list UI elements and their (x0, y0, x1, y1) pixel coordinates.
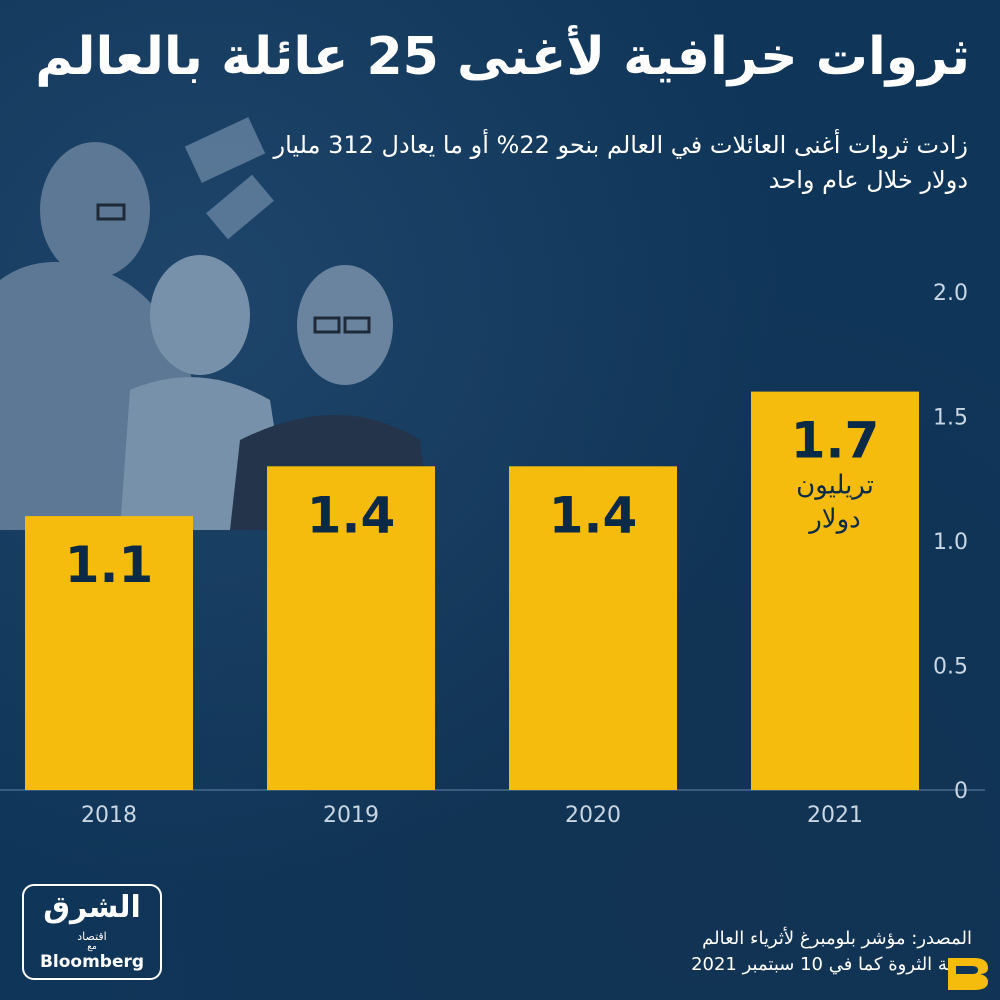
corner-logo-icon (948, 958, 988, 990)
logo-main-text: الشرق (43, 890, 141, 925)
x-tick-label: 2021 (807, 803, 863, 828)
bar (25, 516, 193, 790)
source-line-2: قيمة الثروة كما في 10 سبتمبر 2021 (691, 954, 972, 976)
bar-value-label: 1.1 (65, 536, 154, 594)
y-tick-label: 1.5 (933, 406, 968, 431)
chart-title: ثروات خرافية لأغنى 25 عائلة بالعالم (35, 27, 970, 87)
bar-value-label: 1.4 (307, 486, 396, 544)
bar (751, 391, 919, 790)
source-line-1: المصدر: مؤشر بلومبرغ لأثرياء العالم (702, 928, 972, 949)
bar (509, 466, 677, 790)
logo-brand-text: Bloomberg (39, 952, 145, 972)
logo-sub-text: اقتصاد (77, 930, 107, 943)
x-tick-label: 2020 (565, 803, 621, 828)
x-tick-label: 2018 (81, 803, 137, 828)
y-tick-label: 2.0 (933, 281, 968, 306)
y-tick-label: 1.0 (933, 530, 968, 555)
source-note: المصدر: مؤشر بلومبرغ لأثرياء العالم قيمة… (552, 926, 972, 978)
y-tick-label: 0 (954, 779, 968, 804)
publisher-logo: الشرق اقتصاد مع Bloomberg (22, 884, 162, 980)
bar (267, 466, 435, 790)
logo-with-text: مع (87, 942, 97, 952)
bar-unit-label: دولار (807, 505, 861, 535)
bar-value-label: 1.7 (791, 412, 880, 470)
chart-subtitle: زادت ثروات أغنى العائلات في العالم بنحو … (273, 131, 968, 194)
bar-unit-label: تريليون (796, 471, 874, 501)
y-tick-label: 0.5 (933, 655, 968, 680)
x-tick-label: 2019 (323, 803, 379, 828)
bar-value-label: 1.4 (549, 486, 638, 544)
